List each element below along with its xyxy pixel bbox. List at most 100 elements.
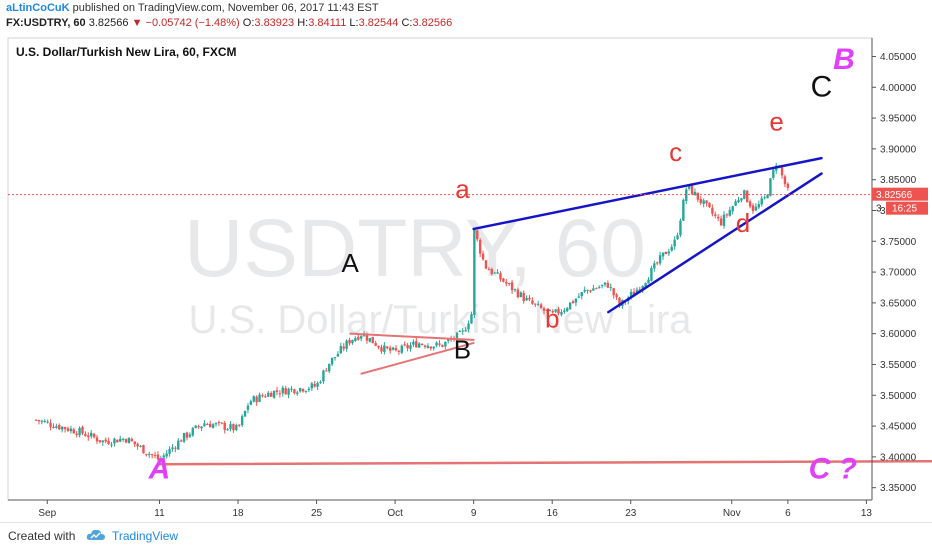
candle-body — [328, 363, 331, 372]
candle-body — [740, 198, 743, 201]
candle-body — [670, 246, 673, 251]
candle-body — [661, 252, 665, 257]
wave-label: B — [454, 334, 471, 364]
candle-body — [481, 253, 485, 260]
close-value: 3.82566 — [412, 17, 453, 29]
publish-text: published on TradingView.com, November 0… — [72, 2, 379, 14]
wave-label: A — [148, 452, 171, 485]
wave-label: A — [342, 248, 360, 278]
candle-body — [290, 388, 293, 390]
watermark: USDTRY, 60 U.S. Dollar/Turkish New Lira — [184, 203, 692, 342]
trendline[interactable] — [360, 341, 475, 375]
candle-body — [728, 210, 731, 216]
candle-body — [101, 440, 105, 443]
candle-body — [522, 292, 525, 301]
price-badges: 3.82566 3 16:25 — [872, 187, 928, 215]
candle-body — [441, 344, 444, 347]
candle-body — [104, 439, 107, 442]
candle-body — [98, 440, 102, 443]
author-link[interactable]: aLtinCoCuK — [6, 2, 70, 14]
trendline[interactable] — [607, 172, 823, 314]
candle-body — [487, 269, 491, 271]
candle-body — [258, 394, 261, 402]
header-bar: aLtinCoCuK published on TradingView.com,… — [0, 0, 932, 36]
x-tick-label: 23 — [625, 508, 637, 519]
candle-body — [84, 434, 87, 437]
candle-body — [345, 340, 348, 349]
candle-body — [769, 178, 772, 196]
candle-body — [415, 341, 418, 348]
candle-body — [281, 387, 284, 394]
tradingview-brand[interactable]: TradingView — [112, 529, 179, 543]
candle-body — [87, 435, 90, 438]
candle-body — [638, 289, 642, 291]
candle-body — [287, 388, 290, 395]
candle-body — [380, 347, 383, 352]
candle-body — [783, 176, 787, 185]
candle-body — [249, 401, 253, 405]
candle-body — [197, 426, 200, 428]
trendline[interactable] — [158, 459, 932, 466]
candle-body — [687, 184, 691, 189]
close-label: C: — [401, 17, 413, 29]
candle-body — [357, 336, 360, 340]
y-tick-label: 4.00000 — [880, 83, 917, 94]
open-label: O: — [242, 17, 255, 29]
candle-body — [603, 282, 607, 285]
candle-body — [754, 206, 758, 211]
high-label: H: — [297, 17, 309, 29]
candle-body — [711, 207, 714, 214]
candle-body — [647, 279, 650, 284]
candle-body — [400, 345, 403, 353]
candle-body — [577, 296, 581, 298]
candle-body — [37, 419, 41, 422]
candle-body — [612, 288, 615, 296]
candle-body — [191, 428, 194, 436]
candle-body — [719, 218, 723, 226]
candle-body — [371, 336, 374, 344]
candle-body — [246, 405, 250, 410]
candle-body — [365, 335, 369, 341]
candle-body — [185, 432, 189, 438]
candle-body — [470, 314, 473, 324]
candle-body — [316, 383, 319, 387]
x-tick-label: 6 — [785, 508, 791, 519]
candle-body — [116, 439, 119, 443]
candle-body — [293, 389, 296, 394]
candle-body — [354, 338, 357, 341]
candle-body — [72, 429, 75, 434]
candle-body — [107, 440, 110, 444]
publish-info: aLtinCoCuK published on TradingView.com,… — [6, 2, 379, 14]
candle-body — [696, 192, 700, 200]
candle-body — [159, 458, 163, 460]
candle-body — [679, 220, 682, 236]
candle-body — [406, 344, 409, 349]
candle-body — [206, 424, 209, 426]
wave-label: c — [669, 137, 682, 167]
low-value: 3.82544 — [358, 17, 399, 29]
y-tick-label: 3.60000 — [880, 329, 917, 340]
x-tick-label: 11 — [154, 508, 165, 519]
candle-body — [58, 424, 61, 430]
candle-body — [693, 191, 697, 196]
countdown-badge — [886, 201, 928, 215]
candle-body — [226, 429, 229, 431]
trendline[interactable] — [349, 332, 475, 341]
candle-body — [766, 194, 769, 199]
y-tick-label: 3.70000 — [880, 268, 917, 279]
trendline[interactable] — [472, 156, 823, 231]
y-axis: 3.35000 3.40000 3.45000 3.50000 3.55000 3.600… — [871, 38, 917, 500]
candle-body — [394, 348, 398, 351]
candle-body — [554, 309, 557, 312]
candle-body — [66, 428, 70, 431]
candle-body — [342, 346, 345, 349]
chart-area[interactable]: USDTRY, 60 U.S. Dollar/Turkish New Lira … — [0, 36, 932, 522]
candle-body — [455, 332, 459, 341]
candle-body — [261, 395, 264, 397]
tradingview-cloud-icon[interactable] — [86, 527, 106, 543]
candle-body — [667, 251, 671, 254]
price-chart[interactable]: USDTRY, 60 U.S. Dollar/Turkish New Lira … — [0, 36, 932, 522]
candle-body — [507, 282, 511, 284]
candle-body — [75, 433, 78, 435]
